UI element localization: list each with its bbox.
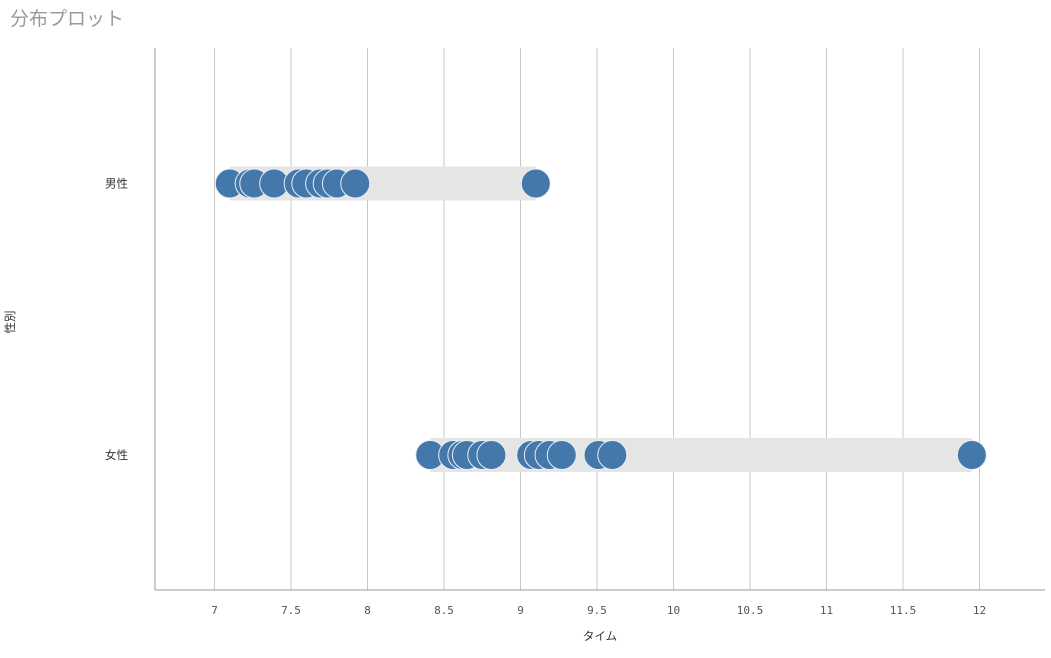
x-tick-label: 12 xyxy=(973,604,986,617)
data-point[interactable] xyxy=(956,440,987,470)
data-point[interactable] xyxy=(597,440,628,470)
y-category-label: 女性 xyxy=(105,448,128,462)
axes xyxy=(154,48,1045,591)
x-tick-label: 7.5 xyxy=(281,604,301,617)
x-tick-label: 8 xyxy=(364,604,371,617)
grid-lines xyxy=(214,48,980,590)
x-tick-labels: 7 7.5 8 8.5 9 9.5 10 10.5 11 11.5 12 xyxy=(211,604,986,617)
x-tick-label: 10.5 xyxy=(737,604,764,617)
data-point[interactable] xyxy=(520,168,551,199)
data-points xyxy=(214,168,987,470)
range-bands xyxy=(229,166,972,472)
chart-title: 分布プロット xyxy=(10,8,125,30)
x-tick-label: 10 xyxy=(667,604,680,617)
x-tick-label: 9 xyxy=(517,604,524,617)
data-point[interactable] xyxy=(476,440,507,470)
x-axis-title: タイム xyxy=(583,629,617,643)
x-tick-label: 9.5 xyxy=(587,604,607,617)
data-point[interactable] xyxy=(546,440,577,470)
data-point[interactable] xyxy=(340,168,371,199)
y-axis-title: 性別 xyxy=(3,311,17,334)
x-tick-label: 8.5 xyxy=(434,604,454,617)
range-band xyxy=(430,438,972,472)
x-tick-label: 11 xyxy=(820,604,833,617)
x-tick-label: 7 xyxy=(211,604,218,617)
y-category-label: 男性 xyxy=(105,177,128,191)
x-tick-label: 11.5 xyxy=(890,604,917,617)
